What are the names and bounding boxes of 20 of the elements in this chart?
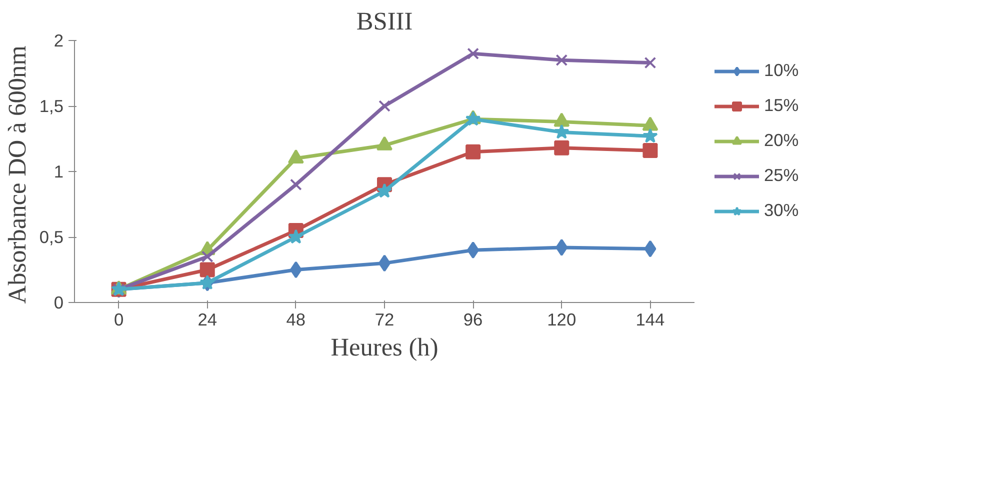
legend-label: 25% [764,165,800,186]
legend-label: 15% [764,95,800,116]
x-axis-title: Heures (h) [330,334,438,362]
x-tick-label: 72 [374,310,394,330]
y-tick-label: 2 [54,30,64,50]
x-tick-label: 48 [286,310,306,330]
y-axis-title: Absorbance DO à 600nm [3,45,32,304]
x-tick-label: 96 [463,310,483,330]
legend-label: 20% [764,130,800,151]
x-tick-label: 24 [198,310,218,330]
legend-label: 30% [764,200,800,221]
legend-label: 10% [764,60,800,81]
y-tick-label: 0,5 [39,227,64,247]
y-tick-label: 0 [54,292,64,312]
x-tick-label: 144 [636,310,666,330]
x-tick-label: 0 [114,310,124,330]
y-tick-label: 1 [54,162,64,182]
chart-title: BSIII [356,8,413,36]
y-tick-label: 1,5 [39,96,64,116]
x-tick-label: 120 [547,310,576,330]
